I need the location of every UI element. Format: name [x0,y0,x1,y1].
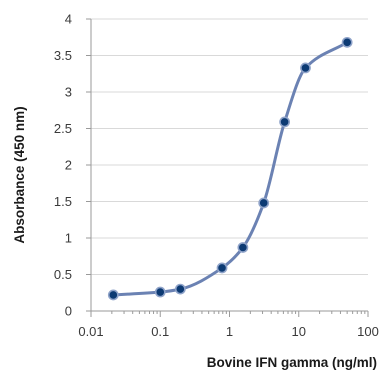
y-tick-label: 3.5 [54,48,72,63]
y-tick-label: 3 [65,85,72,100]
y-tick-label: 1 [65,231,72,246]
series-line [111,40,349,297]
data-point [341,36,353,48]
data-point [174,283,186,295]
y-tick-label: 2 [65,158,72,173]
data-point [300,62,311,74]
y-tick-label: 0.5 [54,267,72,282]
y-axis-label: Absorbance (450 nm) [12,106,27,243]
data-point [279,116,291,128]
gridlines [91,18,368,275]
x-tick-label: 0.01 [78,324,103,339]
data-point [237,242,249,253]
x-axis-ticks: 0.01 0.1 1 10 100 [78,311,379,339]
data-point [107,289,119,301]
series [107,36,353,301]
data-point [216,262,228,274]
data-point [154,286,166,298]
y-tick-label: 0 [65,304,72,319]
y-tick-label: 2.5 [54,121,72,136]
data-point [258,197,270,209]
y-tick-label: 1.5 [54,194,72,209]
x-axis-label: Bovine IFN gamma (ng/ml) [207,355,377,370]
x-tick-label: 1 [226,324,233,339]
x-tick-label: 0.1 [151,324,169,339]
x-tick-label: 10 [292,324,306,339]
y-axis-ticks: 0 0.5 1 1.5 2 2.5 3 3.5 4 [54,12,91,319]
x-tick-label: 100 [357,324,379,339]
y-tick-label: 4 [65,12,72,27]
